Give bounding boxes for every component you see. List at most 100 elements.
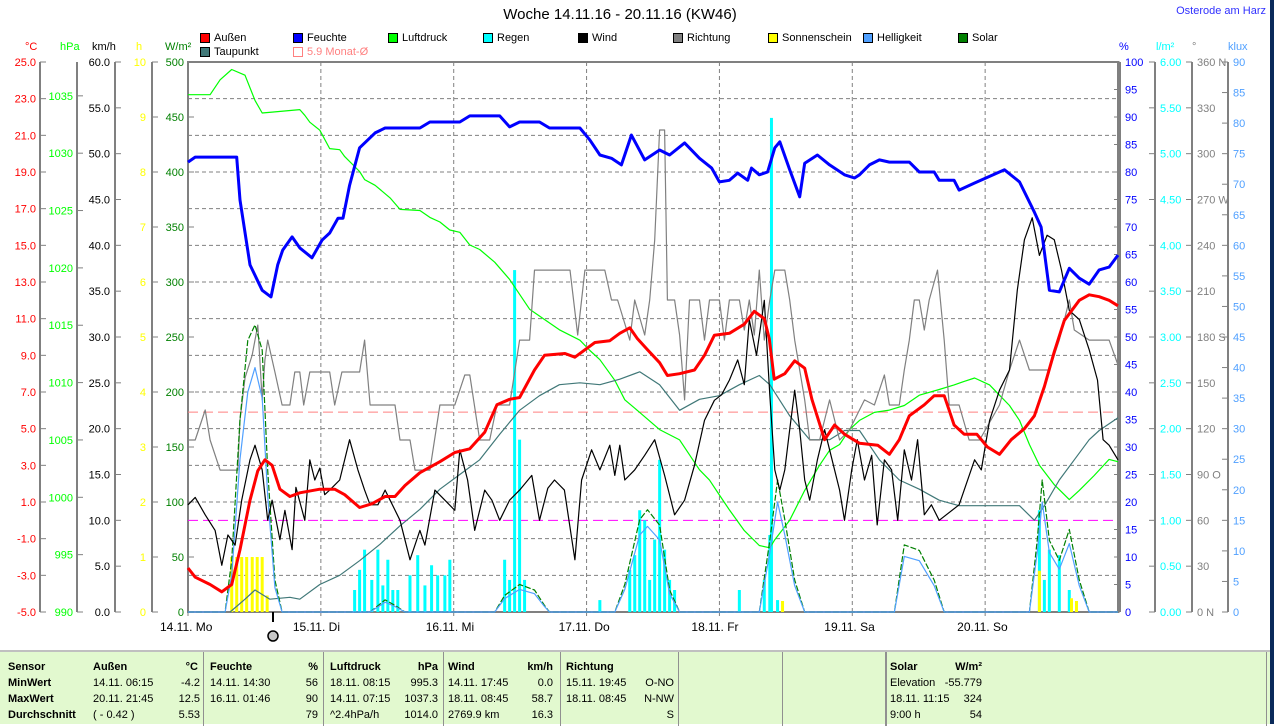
bar-sonnenschein xyxy=(1037,570,1041,612)
axis-tick-label-temp: 15.0 xyxy=(15,240,36,252)
axis-tick-label-direction: 360 N xyxy=(1197,57,1226,69)
axis-tick-label-pressure: 1020 xyxy=(49,263,73,275)
axis-tick-label-wind: 45.0 xyxy=(89,195,110,207)
bar-sonnenschein xyxy=(260,557,264,612)
axis-tick-label-solar: 200 xyxy=(166,387,184,399)
axis-unit-sunshine: h xyxy=(136,41,142,53)
solar-value-0: -55.779 xyxy=(944,677,982,689)
axis-tick-label-brightness: 70 xyxy=(1233,179,1245,191)
axis-tick-label-humidity: 0 xyxy=(1125,607,1131,619)
bar-regen xyxy=(1057,555,1061,612)
legend-item: Sonnenschein xyxy=(768,32,852,44)
axis-tick-label-temp: 11.0 xyxy=(15,314,36,326)
feuchte-value-1: 90 xyxy=(305,693,318,705)
axis-tick-label-temp: -5.0 xyxy=(17,607,36,619)
legend-label: Außen xyxy=(214,32,247,44)
axis-tick-label-solar: 300 xyxy=(166,277,184,289)
legend-label: Solar xyxy=(972,32,998,44)
axis-tick-label-wind: 60.0 xyxy=(89,57,110,69)
column-divider xyxy=(323,652,324,726)
axis-tick-label-direction: 210 xyxy=(1197,286,1215,298)
header-feuchte-unit: % xyxy=(308,661,318,673)
axis-tick-label-wind: 40.0 xyxy=(89,240,110,252)
legend-label: Regen xyxy=(497,32,530,44)
axis-tick-label-brightness: 90 xyxy=(1233,57,1245,69)
header-aussen-unit: °C xyxy=(185,661,198,673)
wind-value-0: 0.0 xyxy=(537,677,553,689)
header-richtung: Richtung xyxy=(566,661,614,673)
axis-tick-label-direction: 240 xyxy=(1197,240,1215,252)
wind-label-2: 2769.9 km xyxy=(448,709,500,721)
axis-tick-label-solar: 500 xyxy=(166,57,184,69)
axis-tick-label-rain: 4.00 xyxy=(1160,240,1181,252)
header-solar: Solar xyxy=(890,661,918,673)
luftdruck-label-2: ^2.4hPa/h xyxy=(330,709,380,721)
legend-item: Helligkeit xyxy=(863,32,922,44)
luftdruck-value-1: 1037.3 xyxy=(404,693,438,705)
bar-regen xyxy=(430,565,434,612)
bar-regen xyxy=(658,459,662,612)
axis-tick-label-sunshine: 4 xyxy=(140,387,146,399)
solar-value-1: 324 xyxy=(963,693,982,705)
axis-tick-label-sunshine: 5 xyxy=(140,332,146,344)
axis-unit-wind: km/h xyxy=(92,41,116,53)
axis-tick-label-humidity: 100 xyxy=(1125,57,1143,69)
bar-regen xyxy=(638,510,642,612)
location-label: Osterode am Harz xyxy=(1176,5,1266,17)
axis-tick-label-rain: 2.50 xyxy=(1160,378,1181,390)
axis-tick-label-solar: 100 xyxy=(166,497,184,509)
header-luftdruck: Luftdruck xyxy=(330,661,381,673)
bar-regen xyxy=(448,559,452,612)
axis-tick-label-wind: 30.0 xyxy=(89,332,110,344)
axis-unit-temp: °C xyxy=(25,41,37,53)
axis-tick-label-pressure: 1000 xyxy=(49,492,73,504)
axis-tick-label-wind: 25.0 xyxy=(89,378,110,390)
axis-tick-label-rain: 4.50 xyxy=(1160,195,1181,207)
bar-regen xyxy=(768,535,772,612)
weather-chart: 14.11. Mo 15.11. Di 16.11. Mi 17.11. Do 18.1… xyxy=(15,41,1248,642)
feuchte-label-1: 16.11. 01:46 xyxy=(210,693,271,705)
richtung-label-1: 18.11. 08:45 xyxy=(566,693,627,705)
series-richtung xyxy=(188,129,1119,471)
feuchte-value-2: 79 xyxy=(305,709,318,721)
column-divider xyxy=(203,652,204,726)
x-tick-label: 15.11. Di xyxy=(293,620,340,634)
bar-regen xyxy=(663,549,667,612)
bar-regen xyxy=(423,585,427,612)
richtung-value-0: O-NO xyxy=(645,677,674,689)
axis-unit-rain: l/m² xyxy=(1156,41,1175,53)
bar-regen xyxy=(353,590,357,612)
bar-regen xyxy=(1037,510,1041,612)
bar-sonnenschein xyxy=(235,557,239,612)
axis-tick-label-rain: 5.00 xyxy=(1160,149,1181,161)
axis-tick-label-solar: 350 xyxy=(166,222,184,234)
solar-label-2: 9:00 h xyxy=(890,709,921,721)
axis-tick-label-rain: 1.00 xyxy=(1160,515,1181,527)
wind-value-1: 58.7 xyxy=(531,693,553,705)
axis-tick-label-humidity: 65 xyxy=(1125,250,1137,262)
bar-regen xyxy=(370,579,374,612)
bar-regen xyxy=(1067,590,1071,612)
chart-title: Woche 14.11.16 - 20.11.16 (KW46) xyxy=(503,6,737,23)
bar-sonnenschein xyxy=(1074,601,1078,612)
richtung-value-2: S xyxy=(666,709,674,721)
axis-tick-label-brightness: 25 xyxy=(1233,454,1245,466)
solar-label-1: 18.11. 11:15 xyxy=(890,693,950,705)
axis-tick-label-brightness: 20 xyxy=(1233,485,1245,497)
legend-swatch xyxy=(483,33,493,43)
axis-tick-label-brightness: 0 xyxy=(1233,607,1239,619)
axis-tick-label-humidity: 60 xyxy=(1125,277,1137,289)
legend-label: Feuchte xyxy=(307,32,347,44)
aussen-label-1: 20.11. 21:45 xyxy=(93,693,154,705)
axis-tick-label-pressure: 1005 xyxy=(49,435,73,447)
bar-regen xyxy=(358,569,362,612)
bar-regen xyxy=(436,575,440,612)
legend-swatch xyxy=(200,47,210,57)
luftdruck-label-1: 14.11. 07:15 xyxy=(330,693,391,705)
axis-tick-label-pressure: 1025 xyxy=(49,206,73,218)
aussen-label-2: ( - 0.42 ) xyxy=(93,709,135,721)
axis-tick-label-rain: 0.00 xyxy=(1160,607,1181,619)
column-divider xyxy=(782,652,783,726)
legend-label: 5.9 Monat-Ø xyxy=(307,46,369,58)
series-luftdruck xyxy=(188,68,1119,549)
